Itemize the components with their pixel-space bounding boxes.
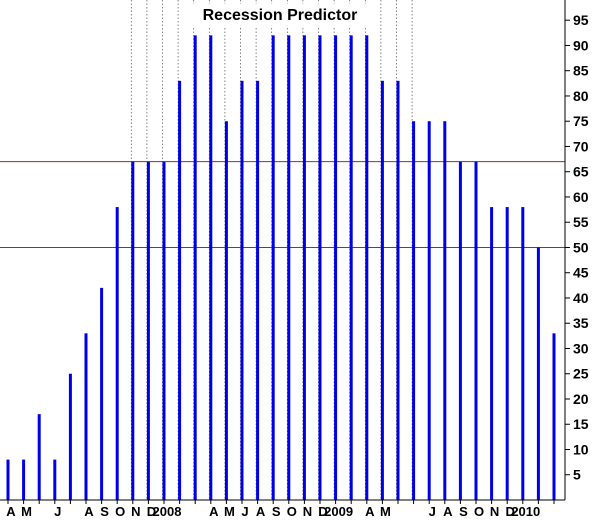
y-tick-label: 15 bbox=[573, 416, 589, 432]
x-tick-label: J bbox=[429, 504, 436, 519]
bar bbox=[146, 161, 150, 501]
bar bbox=[6, 459, 10, 500]
x-tick-label: M bbox=[380, 504, 391, 519]
bar bbox=[84, 333, 88, 500]
y-tick-label: 85 bbox=[573, 63, 589, 79]
x-tick-label: M bbox=[224, 504, 235, 519]
bar bbox=[302, 35, 306, 500]
y-tick-label: 90 bbox=[573, 37, 589, 53]
bar bbox=[287, 35, 291, 500]
bar bbox=[68, 373, 72, 500]
x-tick-label: 2009 bbox=[324, 504, 353, 519]
x-tick-label: N bbox=[131, 504, 140, 519]
x-tick-label: S bbox=[100, 504, 109, 519]
bar bbox=[536, 247, 540, 500]
bar bbox=[334, 35, 338, 500]
bar bbox=[256, 80, 260, 501]
bar bbox=[22, 459, 26, 500]
bar bbox=[162, 161, 166, 501]
x-tick-label: D bbox=[506, 504, 515, 519]
bar bbox=[380, 80, 384, 501]
bar bbox=[396, 80, 400, 501]
x-tick-label: S bbox=[459, 504, 468, 519]
chart-title: Recession Predictor bbox=[203, 7, 358, 24]
bar bbox=[521, 207, 525, 500]
y-tick-label: 40 bbox=[573, 290, 589, 306]
x-tick-label: D bbox=[147, 504, 156, 519]
bar bbox=[458, 161, 462, 501]
bar bbox=[271, 35, 275, 500]
bar bbox=[178, 80, 182, 501]
x-tick-label: D bbox=[318, 504, 327, 519]
x-tick-label: A bbox=[209, 504, 219, 519]
x-tick-label: O bbox=[474, 504, 484, 519]
bar bbox=[552, 333, 556, 500]
x-tick-label: A bbox=[443, 504, 453, 519]
x-tick-label: O bbox=[115, 504, 125, 519]
bar bbox=[427, 121, 431, 500]
x-tick-label: A bbox=[256, 504, 266, 519]
x-tick-label: N bbox=[490, 504, 499, 519]
bar bbox=[131, 161, 135, 501]
y-tick-label: 25 bbox=[573, 366, 589, 382]
y-tick-label: 95 bbox=[573, 12, 589, 28]
x-tick-label: A bbox=[365, 504, 375, 519]
y-tick-label: 55 bbox=[573, 214, 589, 230]
x-tick-label: N bbox=[303, 504, 312, 519]
x-tick-label: J bbox=[54, 504, 61, 519]
bars bbox=[6, 35, 556, 501]
bar bbox=[100, 287, 104, 500]
x-tick-label: S bbox=[272, 504, 281, 519]
y-axis-ticks: 5 10 15 20 25 30 35 40 45 50 55 60 65 70 75 80 85 90 95 bbox=[565, 12, 589, 483]
y-tick-label: 50 bbox=[573, 239, 589, 255]
y-tick-label: 35 bbox=[573, 315, 589, 331]
bar bbox=[412, 121, 416, 500]
bar bbox=[443, 121, 447, 500]
bar bbox=[224, 121, 228, 500]
bar bbox=[37, 414, 41, 500]
x-tick-label: J bbox=[241, 504, 248, 519]
bar bbox=[365, 35, 369, 500]
x-tick-label: 2008 bbox=[153, 504, 182, 519]
y-tick-label: 70 bbox=[573, 138, 589, 154]
bar bbox=[53, 459, 57, 500]
bar bbox=[240, 80, 244, 501]
reference-lines bbox=[0, 161, 565, 248]
bar bbox=[209, 35, 213, 500]
bar bbox=[505, 207, 509, 500]
y-tick-label: 60 bbox=[573, 189, 589, 205]
y-tick-label: 65 bbox=[573, 164, 589, 180]
y-tick-label: 75 bbox=[573, 113, 589, 129]
bar bbox=[490, 207, 494, 500]
y-tick-label: 10 bbox=[573, 441, 589, 457]
bar bbox=[115, 207, 119, 500]
y-tick-label: 20 bbox=[573, 391, 589, 407]
x-tick-label: M bbox=[21, 504, 32, 519]
y-tick-label: 80 bbox=[573, 88, 589, 104]
x-tick-label: A bbox=[84, 504, 94, 519]
bar bbox=[474, 161, 478, 501]
x-tick-label: O bbox=[287, 504, 297, 519]
bar bbox=[349, 35, 353, 500]
bar bbox=[318, 35, 322, 500]
chart-title-background bbox=[186, 4, 374, 26]
bar bbox=[193, 35, 197, 500]
y-tick-label: 45 bbox=[573, 265, 589, 281]
x-tick-label: A bbox=[6, 504, 16, 519]
y-tick-label: 30 bbox=[573, 340, 589, 356]
x-tick-label: 2010 bbox=[511, 504, 540, 519]
y-tick-label: 5 bbox=[573, 467, 581, 483]
